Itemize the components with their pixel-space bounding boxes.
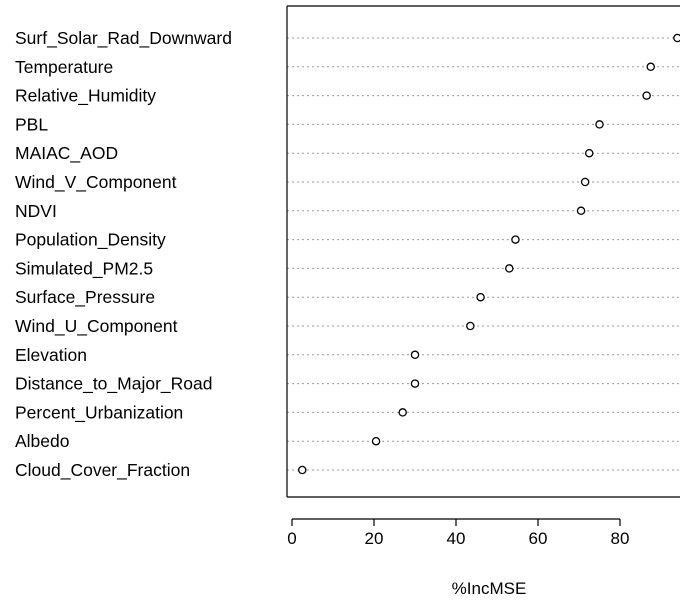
data-point [410,350,420,360]
variable-label: Relative_Humidity [15,86,156,107]
x-tick-label: 20 [365,529,384,548]
data-point [505,264,514,273]
variable-label: Surface_Pressure [15,287,155,308]
x-tick-label: 60 [529,529,548,548]
variable-label: Elevation [15,345,87,365]
data-point [595,120,604,129]
x-tick-label: 80 [611,529,630,548]
variable-label: Percent_Urbanization [15,402,183,423]
x-tick-label: 0 [287,529,296,548]
data-point [646,62,656,72]
variable-label: Temperature [15,57,113,77]
data-point [673,33,680,43]
variable-label: Surf_Solar_Rad_Downward [15,28,232,49]
data-points [297,33,680,475]
variable-label: Wind_U_Component [15,316,178,337]
variable-label: Distance_to_Major_Road [15,374,212,395]
x-tick-label: 40 [447,529,466,548]
data-point [371,436,381,446]
variable-label: Population_Density [15,230,166,251]
data-point [511,235,520,244]
variable-label: Wind_V_Component [15,172,177,193]
data-point [398,408,407,417]
variable-label: Albedo [15,431,70,451]
data-point [580,177,590,187]
data-point [585,148,594,158]
variable-label: NDVI [15,201,57,221]
x-axis-title: %IncMSE [452,579,527,598]
variable-labels: Surf_Solar_Rad_Downward Temperature Relati… [15,28,232,481]
data-point [466,321,475,331]
data-point [476,292,485,302]
data-point [576,206,586,216]
variable-label: PBL [15,114,48,134]
data-point [642,91,651,100]
variable-label: Simulated_PM2.5 [15,258,153,279]
guide-lines [287,37,680,471]
data-point [410,379,420,388]
x-axis: 0 20 40 60 80 [287,518,630,548]
variable-label: MAIAC_AOD [15,143,118,164]
variable-label: Cloud_Cover_Fraction [15,460,190,481]
data-point [297,465,307,475]
